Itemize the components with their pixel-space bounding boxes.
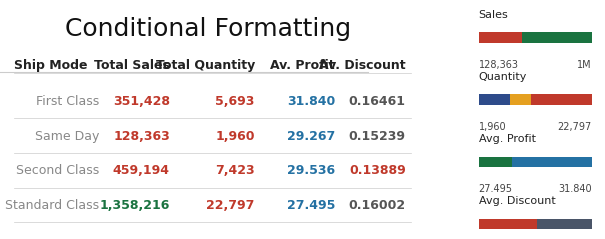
Text: 7,423: 7,423 xyxy=(215,164,255,177)
Text: Total Quantity: Total Quantity xyxy=(155,59,255,72)
Text: Ship Mode: Ship Mode xyxy=(14,59,88,72)
FancyBboxPatch shape xyxy=(537,219,592,229)
FancyBboxPatch shape xyxy=(510,94,531,105)
Text: 27.495: 27.495 xyxy=(287,199,335,212)
Text: 459,194: 459,194 xyxy=(113,164,170,177)
FancyBboxPatch shape xyxy=(522,32,592,43)
Text: 0.16002: 0.16002 xyxy=(348,199,406,212)
Text: 29.267: 29.267 xyxy=(287,130,335,143)
FancyBboxPatch shape xyxy=(479,157,512,167)
Text: Av. Profit: Av. Profit xyxy=(270,59,335,72)
Text: 22,797: 22,797 xyxy=(206,199,255,212)
Text: Avg. Profit: Avg. Profit xyxy=(479,134,535,144)
Text: 31.840: 31.840 xyxy=(287,95,335,108)
Text: 351,428: 351,428 xyxy=(113,95,170,108)
Text: 22,797: 22,797 xyxy=(557,122,592,132)
Text: Standard Class: Standard Class xyxy=(5,199,99,212)
FancyBboxPatch shape xyxy=(531,94,592,105)
Text: Av. Discount: Av. Discount xyxy=(319,59,406,72)
Text: 1M: 1M xyxy=(577,60,592,70)
Text: Same Day: Same Day xyxy=(34,130,99,143)
Text: Avg. Discount: Avg. Discount xyxy=(479,196,555,206)
Text: Quantity: Quantity xyxy=(479,72,527,82)
FancyBboxPatch shape xyxy=(479,219,537,229)
Text: 0.15239: 0.15239 xyxy=(349,130,406,143)
Text: 0.13889: 0.13889 xyxy=(349,164,406,177)
Text: 29.536: 29.536 xyxy=(287,164,335,177)
FancyBboxPatch shape xyxy=(479,32,522,43)
Text: 0.16461: 0.16461 xyxy=(349,95,406,108)
Text: Sales: Sales xyxy=(479,10,508,20)
Text: 128,363: 128,363 xyxy=(113,130,170,143)
Text: 1,960: 1,960 xyxy=(215,130,255,143)
Text: 27.495: 27.495 xyxy=(479,184,512,194)
Text: 31.840: 31.840 xyxy=(558,184,592,194)
Text: 1,960: 1,960 xyxy=(479,122,506,132)
Text: Conditional Formatting: Conditional Formatting xyxy=(65,17,351,41)
Text: Total Sales: Total Sales xyxy=(94,59,170,72)
Text: 128,363: 128,363 xyxy=(479,60,518,70)
FancyBboxPatch shape xyxy=(512,157,592,167)
Text: Second Class: Second Class xyxy=(16,164,99,177)
FancyBboxPatch shape xyxy=(479,94,510,105)
Text: 1,358,216: 1,358,216 xyxy=(99,199,170,212)
Text: 5,693: 5,693 xyxy=(215,95,255,108)
Text: First Class: First Class xyxy=(36,95,99,108)
